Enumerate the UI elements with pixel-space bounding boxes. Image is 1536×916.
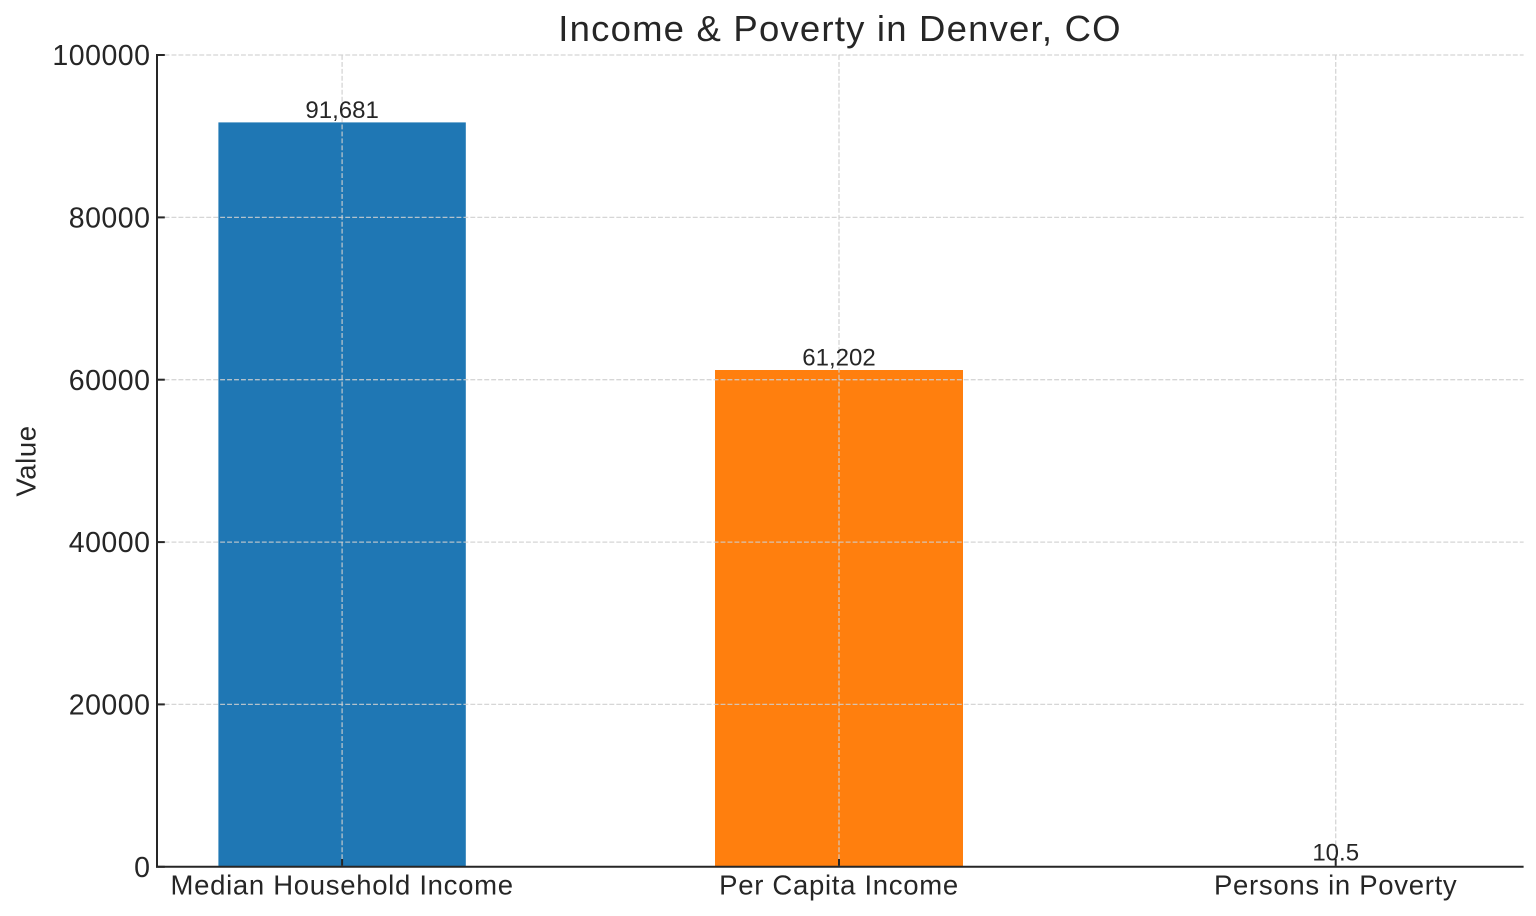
svg-text:91,681: 91,681	[305, 97, 378, 124]
svg-text:80000: 80000	[69, 203, 151, 235]
svg-text:Per Capita Income: Per Capita Income	[719, 870, 959, 901]
svg-text:100000: 100000	[52, 40, 150, 72]
svg-text:40000: 40000	[69, 527, 151, 559]
svg-text:Persons in Poverty: Persons in Poverty	[1214, 870, 1457, 901]
svg-text:61,202: 61,202	[802, 345, 875, 372]
svg-text:Income & Poverty in Denver, CO: Income & Poverty in Denver, CO	[558, 8, 1121, 49]
svg-text:Value: Value	[11, 425, 42, 496]
svg-text:Median Household Income: Median Household Income	[170, 870, 513, 901]
svg-text:0: 0	[134, 852, 150, 884]
svg-text:20000: 20000	[69, 690, 151, 722]
svg-text:10.5: 10.5	[1312, 840, 1359, 867]
svg-text:60000: 60000	[69, 365, 151, 397]
